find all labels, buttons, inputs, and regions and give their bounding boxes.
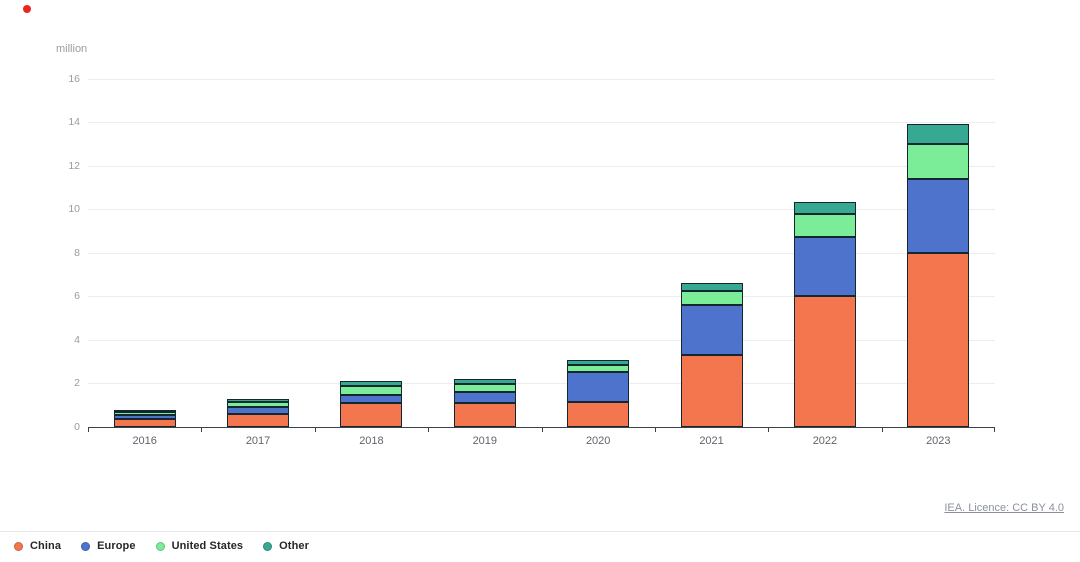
- bar-segment-2020-china[interactable]: [567, 402, 630, 427]
- x-axis-tick: [201, 427, 202, 432]
- gridline: [88, 252, 995, 254]
- gridline: [88, 383, 995, 384]
- legend-label: United States: [171, 540, 244, 552]
- x-axis-label: 2020: [585, 435, 611, 447]
- legend-item-europe[interactable]: Europe: [81, 540, 136, 552]
- other-legend-dot-icon: [263, 541, 273, 551]
- x-axis-line: [88, 426, 995, 428]
- y-axis-unit-label: million: [56, 43, 88, 55]
- bar-segment-2023-other[interactable]: [907, 124, 970, 144]
- gridline: [88, 122, 995, 123]
- bar-segment-2019-united-states[interactable]: [453, 384, 516, 392]
- gridline: [88, 339, 995, 341]
- x-axis-label: 2023: [926, 435, 951, 447]
- y-axis-tick-label: 8: [74, 246, 80, 259]
- bar-segment-2016-other[interactable]: [113, 410, 176, 412]
- x-axis-tick: [88, 427, 89, 432]
- bar-segment-2021-china[interactable]: [680, 355, 743, 427]
- license-link[interactable]: IEA. Licence: CC BY 4.0: [944, 502, 1064, 514]
- bar-segment-2022-other[interactable]: [793, 202, 856, 214]
- x-axis-label: 2018: [359, 435, 384, 447]
- gridline: [88, 209, 995, 210]
- gridline: [88, 165, 995, 167]
- bar-segment-2022-europe[interactable]: [793, 237, 856, 296]
- bar-segment-2023-china[interactable]: [907, 253, 970, 427]
- footer-divider: [0, 531, 1080, 532]
- bar-segment-2020-other[interactable]: [567, 360, 630, 365]
- bar-segment-2016-europe[interactable]: [113, 415, 176, 419]
- y-axis-tick-label: 12: [68, 159, 80, 172]
- china-legend-dot-icon: [14, 541, 23, 551]
- bar-segment-2019-other[interactable]: [453, 379, 516, 384]
- bar-segment-2017-other[interactable]: [227, 399, 290, 402]
- bar-segment-2022-china[interactable]: [793, 296, 856, 427]
- x-axis-tick: [655, 427, 656, 432]
- bar-segment-2017-china[interactable]: [227, 414, 290, 427]
- x-axis-label: 2019: [472, 435, 498, 447]
- bar-segment-2021-united-states[interactable]: [680, 291, 743, 305]
- bar-segment-2021-europe[interactable]: [680, 305, 743, 355]
- y-axis-tick-label: 6: [74, 290, 80, 302]
- y-axis-tick-label: 4: [74, 333, 80, 346]
- bar-segment-2018-china[interactable]: [340, 403, 403, 427]
- bar-segment-2020-europe[interactable]: [567, 372, 630, 402]
- bar-segment-2022-united-states[interactable]: [793, 214, 856, 237]
- legend-item-other[interactable]: Other: [263, 540, 309, 552]
- gridline: [88, 78, 995, 80]
- y-axis-tick-label: 0: [74, 420, 80, 433]
- y-axis-tick-label: 10: [68, 203, 80, 215]
- legend-label: China: [30, 540, 62, 552]
- x-axis-label: 2022: [812, 435, 838, 447]
- bar-segment-2018-europe[interactable]: [340, 395, 403, 403]
- x-axis-tick: [768, 427, 769, 432]
- bar-segment-2018-other[interactable]: [340, 381, 403, 386]
- y-axis-tick-label: 14: [68, 116, 80, 128]
- united-states-legend-dot-icon: [155, 541, 165, 551]
- bar-segment-2023-united-states[interactable]: [907, 144, 970, 179]
- x-axis-tick: [428, 427, 429, 432]
- plot-area: 0 2 4 6 8 10 12 14 16 2016 2017 2018 2019 2020 2021 202…: [68, 73, 995, 447]
- x-axis-tick: [542, 427, 543, 432]
- gridline: [88, 296, 995, 297]
- red-dot-marker: [23, 5, 31, 13]
- x-axis-label: 2016: [132, 435, 157, 447]
- y-axis-tick-label: 2: [74, 377, 80, 389]
- chart-legend: China Europe United States Other: [14, 540, 309, 552]
- legend-item-china[interactable]: China: [14, 540, 61, 552]
- bar-segment-2023-europe[interactable]: [907, 179, 970, 253]
- x-axis-label: 2017: [245, 435, 271, 447]
- legend-label: Other: [279, 540, 309, 552]
- legend-item-united-states[interactable]: United States: [155, 540, 244, 552]
- bar-segment-2021-other[interactable]: [680, 283, 743, 291]
- bar-segment-2019-china[interactable]: [453, 403, 516, 427]
- bar-segment-2020-united-states[interactable]: [567, 365, 630, 372]
- bar-segment-2017-united-states[interactable]: [227, 402, 290, 407]
- europe-legend-dot-icon: [81, 541, 91, 551]
- bar-segment-2017-europe[interactable]: [227, 407, 290, 414]
- y-axis-tick-label: 16: [68, 72, 80, 85]
- bar-segment-2019-europe[interactable]: [453, 392, 516, 403]
- x-axis-tick: [315, 427, 316, 432]
- x-axis-tick: [882, 427, 883, 432]
- legend-label: Europe: [97, 540, 136, 552]
- bar-segment-2018-united-states[interactable]: [340, 386, 403, 395]
- x-axis-tick: [994, 427, 995, 432]
- bar-segment-2016-united-states[interactable]: [113, 412, 176, 415]
- x-axis-label: 2021: [699, 435, 724, 447]
